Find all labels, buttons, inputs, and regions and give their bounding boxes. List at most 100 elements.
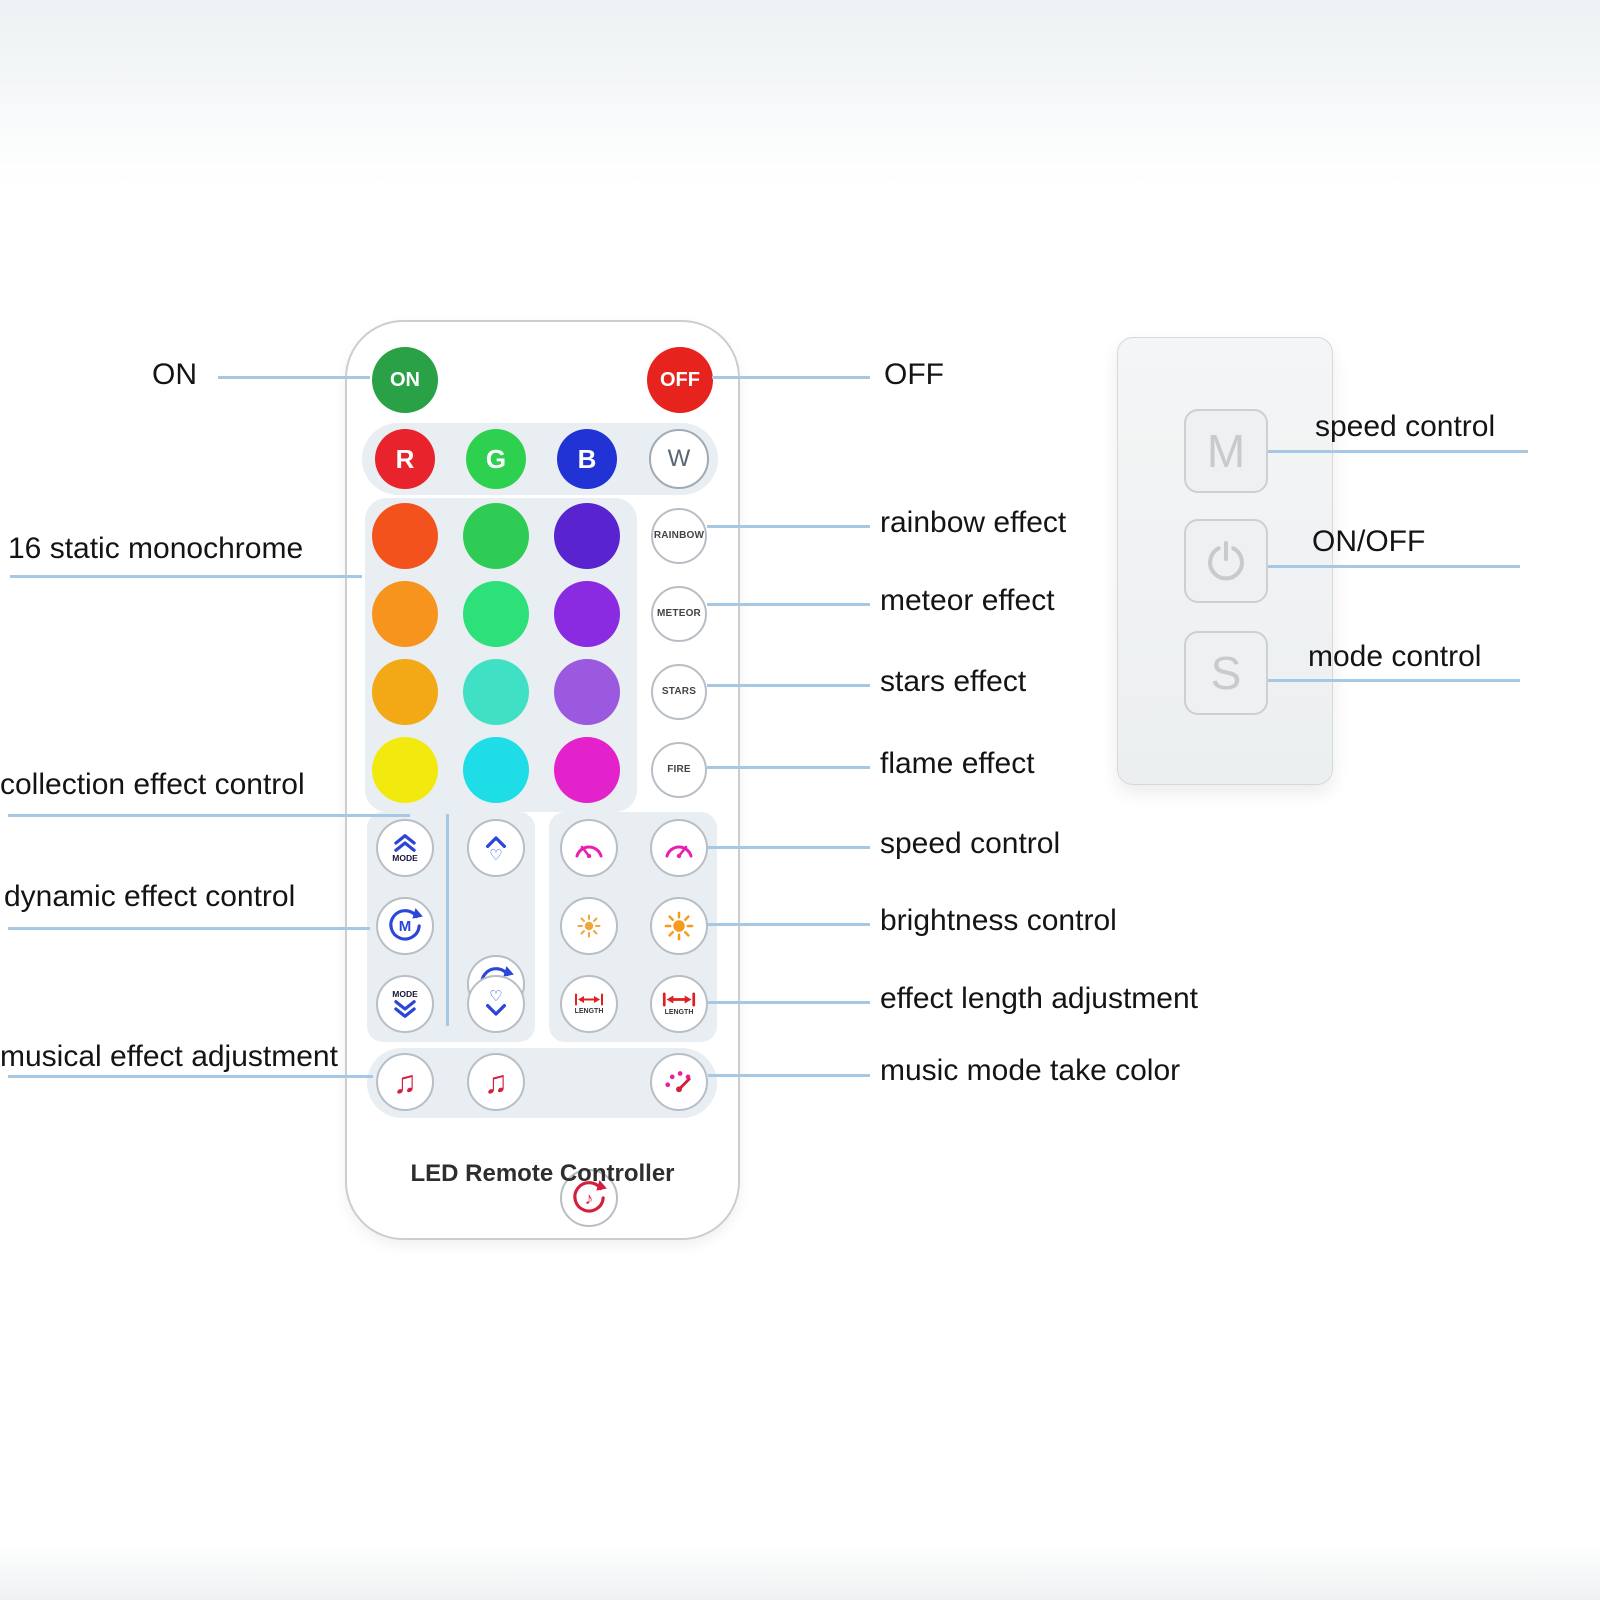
- annotation-dynamic-label: dynamic effect control: [4, 880, 296, 913]
- mode-up-label: MODE: [392, 853, 418, 864]
- pointer-line: [708, 923, 870, 926]
- brightness-up-button[interactable]: [650, 897, 708, 955]
- white-button[interactable]: W: [649, 429, 709, 489]
- background-gradient-top: [0, 0, 1600, 185]
- pointer-line: [707, 525, 870, 528]
- mode-down-label: MODE: [392, 989, 418, 1000]
- favorite-down-button[interactable]: ♡: [467, 975, 525, 1033]
- length-up-button[interactable]: LENGTH: [650, 975, 708, 1033]
- pointer-line: [10, 575, 362, 578]
- chevron-double-up-icon: [394, 834, 416, 853]
- music-color-gauge-icon: [665, 1070, 691, 1092]
- static-color-button[interactable]: [463, 503, 529, 569]
- rainbow-effect-button[interactable]: RAINBOW: [651, 508, 707, 564]
- power-icon: [1208, 540, 1244, 581]
- pointer-line: [707, 603, 870, 606]
- annotation-static-label: 16 static monochrome: [8, 532, 304, 565]
- pointer-line: [8, 814, 410, 817]
- static-color-button[interactable]: [554, 503, 620, 569]
- length-down-button[interactable]: LENGTH: [560, 975, 618, 1033]
- annotation-flame-label: flame effect: [880, 747, 1035, 780]
- music-mode-1-button[interactable]: ♫: [376, 1053, 434, 1111]
- off-button[interactable]: OFF: [647, 347, 713, 413]
- music-color-button[interactable]: [650, 1053, 708, 1111]
- meteor-effect-button[interactable]: METEOR: [651, 586, 707, 642]
- stars-effect-button[interactable]: STARS: [651, 664, 707, 720]
- static-color-button[interactable]: [463, 659, 529, 725]
- annotation-musical-label: musical effect adjustment: [0, 1040, 338, 1073]
- mode-cycle-button[interactable]: M: [376, 897, 434, 955]
- length-arrows-icon: [662, 992, 696, 1007]
- chevron-up-icon: [485, 836, 506, 848]
- mode-up-button[interactable]: MODE: [376, 819, 434, 877]
- cycle-arrows-icon: [389, 908, 423, 941]
- on-button-label: ON: [390, 369, 420, 391]
- heart-icon: ♡: [489, 988, 503, 1005]
- white-button-label: W: [667, 445, 691, 472]
- static-color-button[interactable]: [372, 659, 438, 725]
- annotation-meteor-label: meteor effect: [880, 584, 1055, 617]
- mini-s-label: S: [1210, 647, 1242, 699]
- blue-button-label: B: [577, 444, 597, 474]
- pointer-line: [712, 376, 870, 379]
- pointer-line: [8, 1075, 373, 1078]
- music-cycle-button[interactable]: ♪: [560, 1169, 618, 1227]
- static-color-button[interactable]: [372, 503, 438, 569]
- blue-button[interactable]: B: [557, 429, 617, 489]
- pointer-line: [1268, 679, 1520, 682]
- mini-power-button[interactable]: [1184, 519, 1268, 603]
- sun-icon: [577, 914, 601, 938]
- mini-m-button[interactable]: M: [1184, 409, 1268, 493]
- static-color-button[interactable]: [554, 659, 620, 725]
- static-color-button[interactable]: [554, 737, 620, 803]
- remote-title: LED Remote Controller: [410, 1160, 675, 1187]
- music-mode-2-button[interactable]: ♫: [467, 1053, 525, 1111]
- chevron-down-icon: [485, 1004, 506, 1016]
- led-remote-controller: ON OFF R G B W: [345, 320, 740, 1240]
- cycle-arrows-icon: [573, 1180, 607, 1213]
- pointer-line: [708, 1001, 870, 1004]
- favorite-up-button[interactable]: ♡: [467, 819, 525, 877]
- mode-cycle-label: M: [398, 917, 412, 935]
- fire-effect-button[interactable]: FIRE: [651, 742, 707, 798]
- length-arrows-icon: [575, 993, 603, 1006]
- green-button[interactable]: G: [466, 429, 526, 489]
- brightness-down-button[interactable]: [560, 897, 618, 955]
- annotation-off-label: OFF: [884, 358, 944, 391]
- mini-s-button[interactable]: S: [1184, 631, 1268, 715]
- annotation-mini-mode-label: mode control: [1308, 640, 1482, 673]
- annotation-music-label: music mode take color: [880, 1054, 1181, 1087]
- static-color-button[interactable]: [372, 581, 438, 647]
- music-note-icon: ♪: [584, 1188, 594, 1208]
- pointer-line: [218, 376, 370, 379]
- off-button-label: OFF: [660, 369, 700, 391]
- annotation-collection-label: collection effect control: [0, 768, 305, 801]
- red-button[interactable]: R: [375, 429, 435, 489]
- pointer-line: [708, 1074, 870, 1077]
- green-button-label: G: [485, 444, 507, 474]
- pointer-line: [707, 766, 870, 769]
- speed-down-button[interactable]: [560, 819, 618, 877]
- music-note-icon: ♫: [393, 1064, 417, 1100]
- pointer-line: [707, 684, 870, 687]
- pointer-line: [1268, 565, 1520, 568]
- speed-gauge-icon: [575, 845, 603, 859]
- annotation-rainbow-label: rainbow effect: [880, 506, 1067, 539]
- annotation-mini-speed-label: speed control: [1315, 410, 1496, 443]
- mode-down-button[interactable]: MODE: [376, 975, 434, 1033]
- static-color-button[interactable]: [372, 737, 438, 803]
- length-down-label: LENGTH: [574, 1008, 604, 1015]
- rainbow-effect-label: RAINBOW: [653, 530, 705, 541]
- on-button[interactable]: ON: [372, 347, 438, 413]
- static-color-button[interactable]: [554, 581, 620, 647]
- annotation-speed-label: speed control: [880, 827, 1061, 860]
- sun-icon: [664, 911, 694, 941]
- static-color-button[interactable]: [463, 581, 529, 647]
- chevron-double-down-icon: [394, 999, 416, 1018]
- speed-up-button[interactable]: [650, 819, 708, 877]
- pointer-line: [8, 927, 370, 930]
- pointer-line: [1268, 450, 1528, 453]
- annotation-mini-power-label: ON/OFF: [1312, 525, 1426, 558]
- static-color-button[interactable]: [463, 737, 529, 803]
